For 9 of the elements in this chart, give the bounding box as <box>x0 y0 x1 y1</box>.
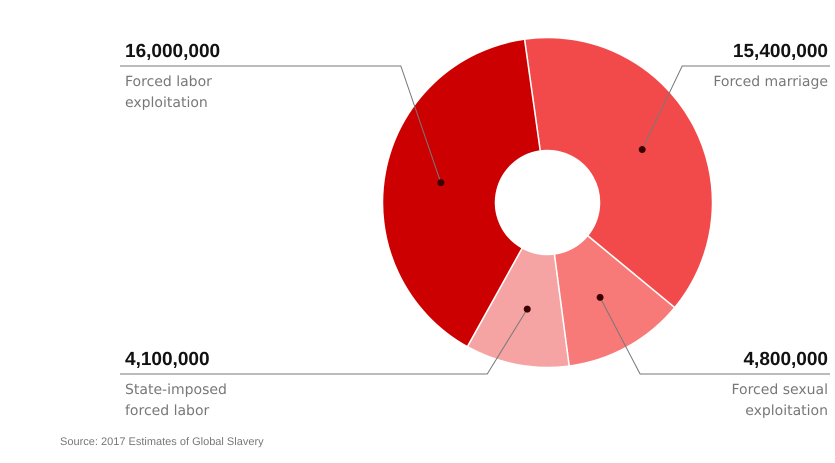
slice-label: Forced labor exploitation <box>125 74 212 111</box>
slice-label: Forced sexual exploitation <box>731 382 828 419</box>
source-note: Source: 2017 Estimates of Global Slavery <box>60 436 264 448</box>
data-label: 4,800,000 <box>743 349 828 370</box>
slice-label: State-imposed forced labor <box>125 382 227 419</box>
slice-label: Forced marriage <box>713 74 828 90</box>
data-label: 16,000,000 <box>125 41 220 62</box>
data-label: 4,100,000 <box>125 349 210 370</box>
data-label: 15,400,000 <box>732 41 828 62</box>
